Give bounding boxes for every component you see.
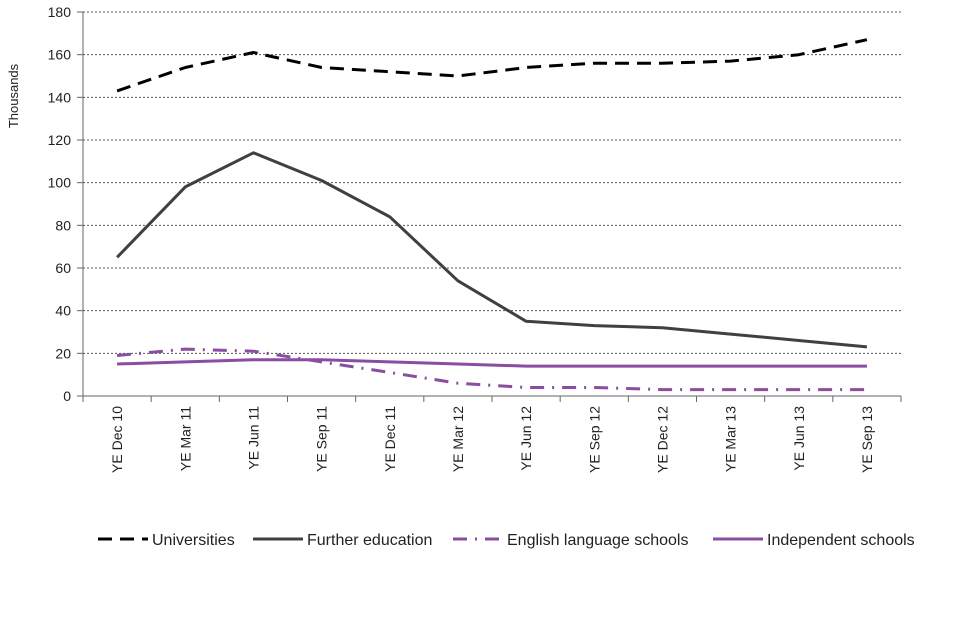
y-tick-label: 100 (48, 175, 72, 191)
x-tick-label: YE Sep 12 (586, 406, 602, 473)
legend-label: Universities (152, 532, 235, 549)
grid-lines (83, 11, 901, 354)
x-tick-label: YE Dec 10 (109, 406, 125, 473)
y-tick-label: 120 (48, 132, 72, 148)
legend-label: Independent schools (767, 532, 915, 549)
x-axis-ticks: YE Dec 10 YE Mar 11 YE Jun 11 YE Sep 11 YE D… (82, 396, 902, 473)
x-tick-label: YE Dec 12 (654, 406, 670, 473)
y-tick-label: 140 (48, 89, 72, 105)
legend-label: Further education (307, 532, 432, 549)
legend: Universities Further education English lan… (98, 532, 915, 549)
series-line-further-education (116, 151, 868, 349)
x-tick-label: YE Dec 11 (382, 406, 398, 472)
series-lines (116, 38, 868, 392)
series-line-universities (116, 38, 868, 93)
y-axis-label: Thousands (6, 63, 21, 128)
y-tick-label: 0 (63, 388, 71, 404)
x-tick-label: YE Sep 11 (314, 406, 330, 472)
x-tick-label: YE Mar 11 (177, 406, 193, 471)
y-tick-label: 20 (55, 345, 71, 361)
y-tick-label: 40 (55, 303, 71, 319)
x-tick-label: YE Sep 13 (859, 406, 875, 473)
y-tick-label: 60 (55, 260, 71, 276)
x-tick-label: YE Jun 13 (791, 406, 807, 471)
series-line-english-language-schools (116, 347, 867, 392)
y-axis-ticks: 0 20 40 60 80 100 120 140 160 180 (48, 4, 83, 404)
legend-label: English language schools (507, 532, 688, 549)
x-tick-label: YE Jun 12 (518, 406, 534, 471)
x-tick-label: YE Mar 13 (723, 406, 739, 472)
y-tick-label: 180 (48, 4, 72, 20)
x-tick-label: YE Jun 11 (245, 406, 261, 470)
y-tick-label: 80 (55, 217, 71, 233)
y-tick-label: 160 (48, 47, 72, 63)
series-line-independent-schools (117, 358, 867, 368)
x-tick-label: YE Mar 12 (450, 406, 466, 472)
